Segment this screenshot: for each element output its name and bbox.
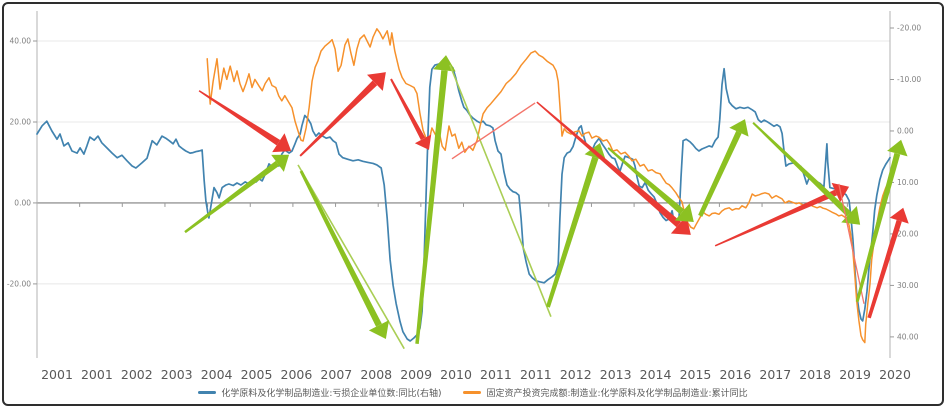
x-axis-year-label: 2020 — [879, 367, 911, 382]
trend-arrow — [607, 147, 685, 215]
trend-arrow — [752, 122, 852, 217]
right-axis-tick-label: -10.00 — [897, 75, 921, 84]
trend-arrow-head — [271, 154, 290, 172]
x-axis-year-label: 2005 — [241, 367, 273, 382]
x-axis-year-label: 2011 — [520, 367, 552, 382]
trend-arrow — [299, 80, 378, 157]
axis-lines — [36, 11, 891, 358]
trend-arrow-head — [367, 72, 386, 91]
x-axis-year-label: 2010 — [440, 367, 472, 382]
legend-item-fai-cumulative-yoy[interactable]: 固定资产投资完成额:制造业:化学原料及化学制品制造业:累计同比 — [463, 386, 748, 399]
trend-arrow-head — [414, 134, 432, 150]
x-axis-year-label: 2015 — [680, 367, 712, 382]
series-orange-line — [206, 28, 891, 344]
right-axis-tick-label: 40.00 — [897, 332, 919, 341]
trend-arrow-head — [272, 133, 292, 153]
zero-axis-line — [36, 202, 891, 207]
right-axis-tick-label: 10.00 — [897, 178, 919, 187]
legend-label-orange: 固定资产投资完成额:制造业:化学原料及化学制品制造业:累计同比 — [486, 389, 748, 399]
trend-arrow-head — [887, 139, 908, 157]
x-axis-year-label: 2008 — [360, 367, 392, 382]
trend-arrow — [390, 78, 426, 141]
x-axis-year-label: 2019 — [839, 367, 871, 382]
x-axis-year-label: 2001 — [81, 367, 113, 382]
left-axis-tick-label: 20.00 — [10, 117, 32, 126]
trend-arrow — [198, 90, 281, 146]
right-axis-tick-label: 20.00 — [897, 229, 919, 238]
x-axis-year-label: 2002 — [121, 367, 153, 382]
legend-line-marker-orange — [463, 391, 482, 394]
x-axis-year-label: 2009 — [400, 367, 432, 382]
x-axis-year-label: 2004 — [201, 367, 233, 382]
left-axis-tick-label: -20.00 — [7, 279, 31, 288]
trend-arrow — [451, 102, 536, 160]
trend-arrow — [867, 219, 902, 319]
trend-arrow — [838, 183, 865, 304]
x-axis-year-label: 2012 — [560, 367, 592, 382]
trend-arrow — [184, 160, 280, 234]
trend-arrow-head — [729, 119, 749, 137]
x-axis-year-label: 2001 — [41, 367, 73, 382]
chart-frame: 40.00 20.00 0.00 -20.00 -20.00 -10.00 0.00 10.0… — [2, 2, 944, 406]
trend-arrow — [714, 189, 838, 247]
trend-arrow — [415, 70, 448, 345]
x-axis-year-label: 2018 — [799, 367, 831, 382]
x-axis-year-label: 2014 — [640, 367, 672, 382]
x-axis-year-label: 2017 — [759, 367, 791, 382]
right-axis-tick-label: -20.00 — [897, 23, 921, 32]
trend-arrow-head — [674, 203, 694, 222]
left-axis-labels: 40.00 20.00 0.00 -20.00 — [7, 36, 37, 288]
trend-arrow-head — [368, 320, 390, 339]
trend-arrow — [299, 170, 382, 327]
legend-label-blue: 化学原料及化学制品制造业:亏损企业单位数:同比(右轴) — [221, 389, 442, 399]
x-axis-year-label: 2016 — [719, 367, 751, 382]
trend-arrow — [855, 152, 901, 303]
trend-arrows — [184, 55, 909, 350]
trend-arrow — [546, 156, 599, 308]
chart-legend: 化学原料及化学制品制造业:亏损企业单位数:同比(右轴) 固定资产投资完成额:制造… — [4, 386, 942, 399]
trend-arrow-head — [889, 207, 909, 224]
right-axis-tick-label: 0.00 — [897, 126, 914, 135]
chart-canvas[interactable]: 40.00 20.00 0.00 -20.00 -20.00 -10.00 0.00 10.0… — [4, 4, 944, 406]
trend-arrow — [297, 164, 405, 350]
trend-arrow — [449, 64, 552, 317]
series-blue-line — [36, 63, 891, 342]
legend-item-loss-enterprises-yoy[interactable]: 化学原料及化学制品制造业:亏损企业单位数:同比(右轴) — [198, 386, 441, 399]
left-axis-tick-label: 0.00 — [14, 198, 31, 207]
x-axis-year-label: 2011 — [480, 367, 512, 382]
x-axis-year-label: 2007 — [320, 367, 352, 382]
x-axis-year-label: 2006 — [281, 367, 313, 382]
x-axis-labels: 2001 2001 2002 2003 2004 2005 2006 2007 2008 2009… — [41, 367, 911, 382]
x-axis-year-label: 2003 — [161, 367, 193, 382]
left-axis-tick-label: 40.00 — [10, 36, 32, 45]
trend-arrow — [536, 101, 681, 228]
right-axis-tick-label: 30.00 — [897, 281, 919, 290]
trend-arrow — [698, 130, 742, 217]
x-axis-year-label: 2013 — [600, 367, 632, 382]
right-axis-labels: -20.00 -10.00 0.00 10.00 20.00 30.00 40.00 — [890, 23, 921, 341]
legend-line-marker-blue — [198, 391, 217, 394]
gridlines — [37, 40, 890, 285]
